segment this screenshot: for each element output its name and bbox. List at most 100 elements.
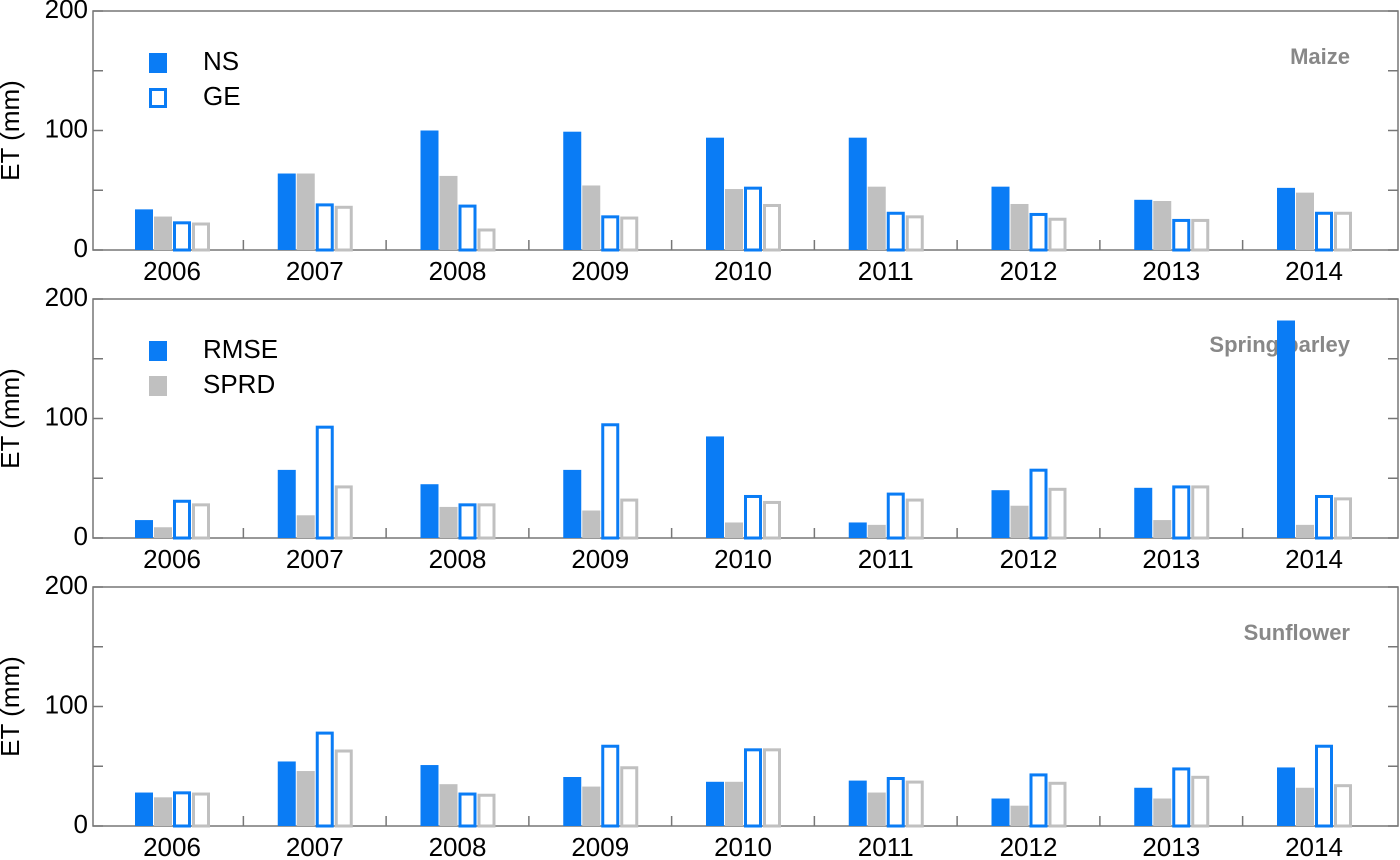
bar (848, 780, 867, 826)
x-tick-label: 2006 (143, 256, 201, 286)
bar (1315, 494, 1333, 540)
bar (867, 524, 886, 538)
bar (154, 216, 172, 250)
bar (1153, 201, 1172, 250)
bar (277, 761, 296, 826)
y-tick-label: 0 (74, 809, 88, 839)
bar (1277, 767, 1295, 826)
bar (706, 137, 724, 250)
bar (334, 485, 353, 540)
bar (192, 222, 210, 252)
bar (135, 520, 153, 538)
bar (477, 228, 496, 252)
x-tick-label: 2013 (1142, 544, 1200, 574)
bar (315, 425, 334, 540)
bar (477, 793, 496, 828)
bar (886, 492, 905, 540)
bar (1191, 485, 1210, 540)
bar (1010, 805, 1029, 826)
y-axis-label: ET (mm) (0, 656, 25, 757)
bar (1010, 203, 1029, 250)
bar (620, 216, 639, 252)
y-axis-label: ET (mm) (0, 368, 25, 469)
x-tick-label: 2007 (286, 544, 344, 574)
y-tick-label: 100 (45, 689, 88, 719)
y-tick-label: 100 (45, 113, 88, 143)
x-tick-label: 2010 (714, 544, 772, 574)
bar (439, 506, 458, 538)
bar (458, 204, 477, 252)
bar (1134, 199, 1153, 250)
y-tick-label: 0 (74, 521, 88, 551)
bar (192, 503, 210, 540)
bar (1153, 798, 1172, 826)
bar (582, 510, 601, 538)
bar (1172, 767, 1191, 828)
x-tick-label: 2011 (858, 832, 914, 860)
bar (563, 777, 582, 826)
bar (277, 173, 296, 250)
bar (173, 221, 191, 252)
x-tick-label: 2008 (429, 544, 487, 574)
bar (905, 498, 924, 540)
bar (458, 792, 477, 828)
bar (315, 731, 334, 828)
y-tick-label: 200 (45, 282, 88, 312)
bar (1172, 485, 1191, 540)
legend-label: RMSE (203, 334, 278, 364)
bar (296, 771, 315, 826)
bar (173, 499, 191, 540)
bar (1334, 497, 1352, 540)
legend-label: NS (203, 46, 239, 76)
bar (420, 765, 439, 826)
bar (154, 527, 172, 538)
bar (135, 209, 153, 250)
bar (1191, 218, 1210, 252)
x-tick-label: 2009 (571, 544, 629, 574)
y-axis-label: ET (mm) (0, 80, 25, 181)
y-tick-label: 200 (45, 0, 88, 24)
bar (706, 781, 724, 826)
bar (439, 175, 458, 250)
bar (582, 786, 601, 826)
bar (1296, 192, 1314, 250)
bar (601, 423, 620, 540)
legend-label: SPRD (203, 369, 275, 399)
x-tick-label: 2014 (1285, 256, 1343, 286)
y-tick-label: 0 (74, 233, 88, 263)
bar (135, 792, 153, 826)
x-tick-label: 2010 (714, 832, 772, 860)
bar (1134, 487, 1153, 538)
x-tick-label: 2006 (143, 544, 201, 574)
bar (477, 503, 496, 540)
bar (744, 494, 762, 540)
bar (582, 185, 601, 250)
bar (744, 186, 762, 252)
bar (1315, 211, 1333, 252)
x-tick-label: 2008 (429, 256, 487, 286)
bar (420, 130, 439, 250)
bar (1334, 211, 1352, 252)
bar (296, 515, 315, 538)
bar (886, 211, 905, 252)
bar (867, 186, 886, 250)
x-tick-label: 2014 (1285, 544, 1343, 574)
bar (848, 137, 867, 250)
x-tick-label: 2008 (429, 832, 487, 860)
legend-swatch (149, 376, 167, 396)
bar (1191, 775, 1210, 828)
bar (1029, 773, 1048, 828)
bar (1277, 187, 1295, 250)
bar (601, 744, 620, 828)
x-tick-label: 2012 (1000, 832, 1058, 860)
bar (1029, 212, 1048, 252)
bar (763, 500, 781, 540)
bar (1334, 784, 1352, 828)
legend-swatch (149, 88, 167, 108)
bar (296, 173, 315, 250)
bar (1296, 524, 1314, 538)
x-tick-label: 2013 (1142, 832, 1200, 860)
bar (991, 186, 1010, 250)
bar (458, 503, 477, 540)
bar (563, 469, 582, 538)
